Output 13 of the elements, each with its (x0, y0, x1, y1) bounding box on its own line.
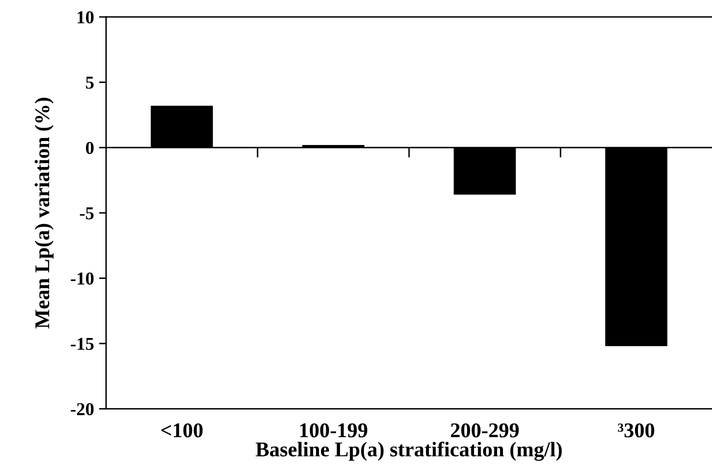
y-tick-label: -10 (70, 272, 94, 285)
x-tick-label: ³300 (618, 423, 654, 438)
y-tick-label: 5 (86, 76, 94, 89)
y-tick-label: -15 (70, 338, 94, 350)
y-axis-title: Mean Lp(a) variation (%) (34, 98, 54, 329)
x-tick-label: <100 (161, 423, 203, 438)
y-tick-label: -20 (70, 403, 94, 416)
y-tick-label: 0 (86, 142, 94, 154)
x-axis-title: Baseline Lp(a) stratification (mg/l) (256, 442, 562, 461)
x-tick-label: 200-299 (450, 423, 519, 438)
x-tick-label: 100-199 (300, 423, 368, 438)
y-tick-label: 10 (78, 11, 94, 24)
y-tick-label: -5 (80, 207, 94, 220)
